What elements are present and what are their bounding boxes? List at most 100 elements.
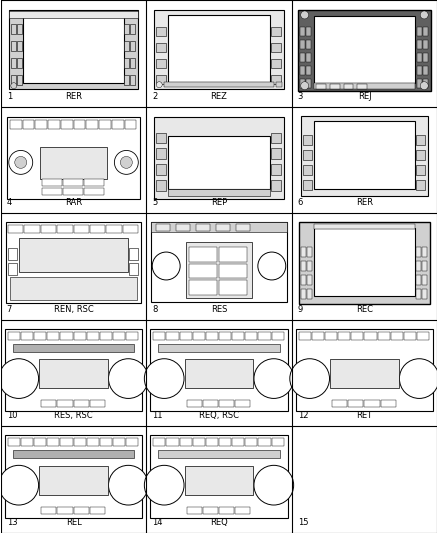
Bar [272, 438, 284, 446]
Bar [131, 75, 135, 85]
Text: 15: 15 [298, 518, 308, 527]
Text: RES, RSC: RES, RSC [54, 411, 93, 421]
Bar [417, 27, 422, 36]
Bar [312, 332, 324, 340]
Bar [299, 222, 430, 304]
Bar [300, 53, 305, 62]
Bar [39, 466, 108, 495]
Bar [417, 66, 422, 75]
Bar [187, 242, 251, 298]
Bar [416, 261, 421, 271]
Bar [151, 222, 287, 232]
Bar [180, 332, 192, 340]
Bar [325, 332, 337, 340]
Text: 12: 12 [298, 411, 308, 421]
Bar [422, 261, 427, 271]
Circle shape [301, 82, 309, 90]
Bar [87, 438, 99, 446]
Bar [156, 27, 166, 36]
Bar [11, 58, 16, 68]
Bar [271, 59, 281, 68]
Bar [9, 11, 138, 18]
Bar [151, 222, 287, 302]
Bar [34, 438, 46, 446]
Text: RER: RER [356, 198, 373, 207]
Bar [17, 24, 22, 34]
Bar [232, 438, 244, 446]
Bar [271, 75, 281, 84]
Bar [416, 135, 425, 146]
Bar [21, 332, 33, 340]
Bar [300, 40, 305, 49]
Bar [219, 280, 247, 295]
Bar [40, 147, 107, 179]
Bar [10, 277, 137, 300]
Bar [11, 75, 16, 85]
Text: REC: REC [356, 305, 373, 314]
Bar [19, 238, 128, 272]
Bar [417, 79, 422, 87]
Bar [357, 84, 367, 88]
Bar [338, 332, 350, 340]
Circle shape [145, 465, 184, 505]
Circle shape [109, 359, 148, 399]
Bar [190, 280, 217, 295]
Bar [301, 289, 306, 299]
Bar [351, 332, 364, 340]
Bar [314, 16, 415, 83]
Bar [307, 289, 312, 299]
Text: 11: 11 [152, 411, 163, 421]
Text: 1: 1 [7, 92, 12, 101]
Bar [13, 450, 134, 458]
Bar [271, 27, 281, 36]
Bar [74, 507, 89, 514]
Bar [203, 400, 218, 407]
Bar [90, 225, 106, 233]
Bar [9, 10, 138, 88]
Bar [35, 119, 47, 128]
Bar [17, 41, 22, 51]
Circle shape [420, 82, 428, 90]
Circle shape [399, 359, 438, 399]
Bar [316, 84, 325, 88]
Bar [203, 507, 218, 514]
Bar [164, 82, 274, 87]
Bar [74, 438, 86, 446]
Bar [42, 188, 62, 195]
Bar [74, 332, 86, 340]
Circle shape [11, 83, 17, 88]
Bar [126, 438, 138, 446]
Bar [57, 400, 73, 407]
Bar [5, 329, 142, 411]
Bar [185, 466, 253, 495]
Bar [156, 224, 170, 231]
Bar [124, 119, 136, 128]
Circle shape [109, 465, 148, 505]
Text: REQ: REQ [210, 518, 228, 527]
Circle shape [290, 359, 329, 399]
Bar [364, 400, 380, 407]
Bar [196, 224, 210, 231]
Bar [180, 438, 192, 446]
Bar [378, 332, 390, 340]
Bar [300, 79, 305, 87]
Bar [156, 59, 166, 68]
Bar [8, 248, 17, 260]
Bar [296, 329, 433, 411]
Bar [423, 66, 428, 75]
Text: RES: RES [211, 305, 227, 314]
Bar [60, 332, 73, 340]
Bar [236, 224, 250, 231]
Text: 8: 8 [152, 305, 158, 314]
Bar [314, 228, 415, 296]
Bar [156, 180, 166, 191]
Bar [41, 507, 57, 514]
Bar [156, 43, 166, 52]
Bar [417, 53, 422, 62]
Bar [298, 10, 431, 91]
Bar [232, 332, 244, 340]
Circle shape [254, 465, 293, 505]
Bar [156, 164, 166, 175]
Bar [47, 332, 60, 340]
Bar [124, 75, 129, 85]
